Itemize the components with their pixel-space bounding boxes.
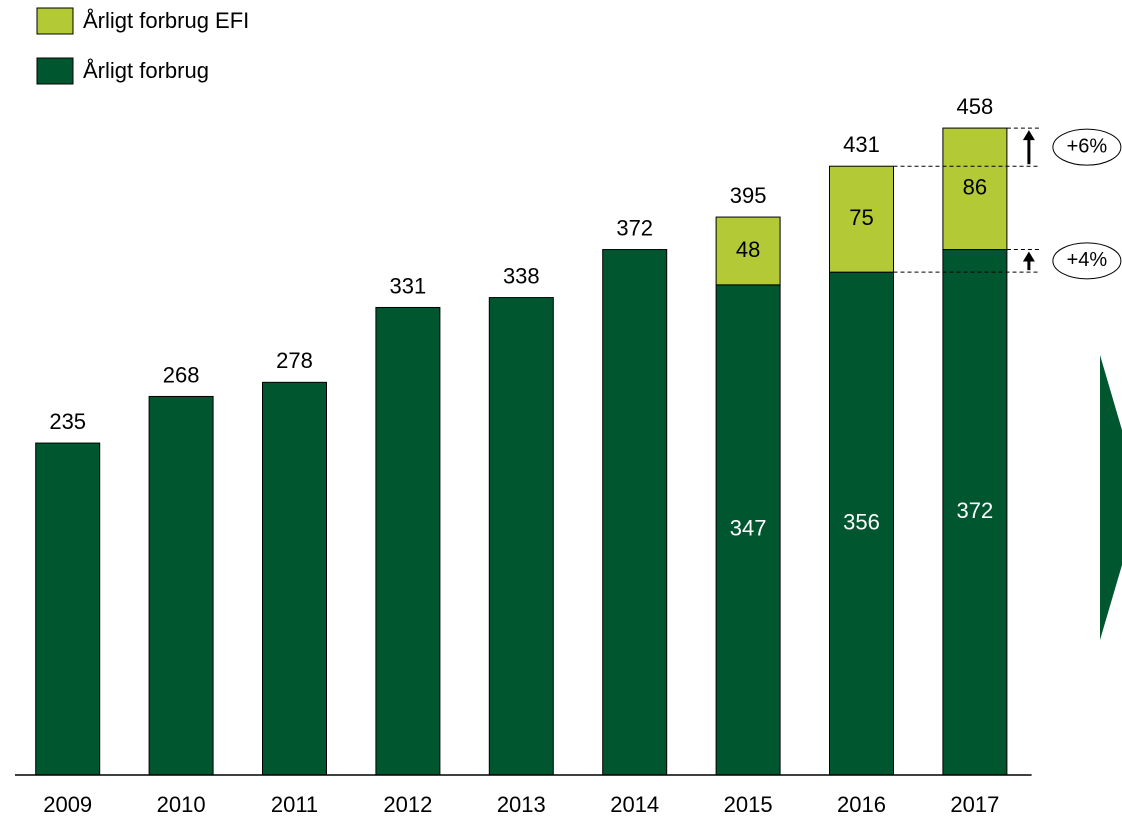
- total-label: 372: [616, 215, 653, 240]
- change-label: +4%: [1067, 249, 1108, 271]
- bar-segment: [715, 216, 781, 286]
- segment-label: 86: [963, 175, 987, 200]
- total-label: 458: [957, 94, 994, 119]
- x-tick-label: 2012: [383, 792, 432, 817]
- change-arrowhead: [1022, 130, 1035, 141]
- total-label: 395: [730, 183, 767, 208]
- x-tick-label: 2010: [157, 792, 206, 817]
- bar-segment: [715, 284, 781, 776]
- bar-segment: [488, 297, 554, 776]
- bar-segment: [148, 395, 214, 776]
- x-tick-label: 2013: [497, 792, 546, 817]
- total-label: 235: [49, 409, 86, 434]
- x-tick-label: 2015: [724, 792, 773, 817]
- total-label: 278: [276, 348, 313, 373]
- total-label: 331: [390, 273, 427, 298]
- x-tick-label: 2014: [610, 792, 659, 817]
- bar-segment: [942, 127, 1008, 251]
- segment-label: 75: [849, 205, 873, 230]
- bar-segment: [602, 249, 668, 776]
- x-tick-label: 2009: [43, 792, 92, 817]
- bar-segment: [35, 442, 101, 776]
- bar-segment: [942, 249, 1008, 776]
- legend-swatch: [36, 57, 74, 85]
- bar-segment: [262, 381, 327, 776]
- change-bubble: [1052, 128, 1122, 166]
- legend-swatch: [36, 7, 74, 35]
- legend-label: Årligt forbrug EFI: [83, 8, 249, 33]
- x-tick-label: 2017: [950, 792, 999, 817]
- bar-segment: [375, 306, 441, 776]
- decor-arrow: [1100, 355, 1122, 640]
- segment-label: 356: [843, 509, 880, 534]
- total-label: 268: [163, 362, 200, 387]
- legend-label: Årligt forbrug: [83, 58, 209, 83]
- x-tick-label: 2011: [271, 792, 318, 817]
- segment-label: 372: [957, 498, 994, 523]
- segment-label: 347: [730, 516, 767, 541]
- change-bubble: [1052, 242, 1122, 280]
- x-tick-label: 2016: [837, 792, 886, 817]
- bar-segment: [829, 165, 894, 273]
- change-arrowhead: [1022, 251, 1035, 262]
- total-label: 338: [503, 263, 540, 288]
- total-label: 431: [843, 132, 880, 157]
- segment-label: 48: [736, 237, 760, 262]
- change-label: +6%: [1067, 135, 1108, 157]
